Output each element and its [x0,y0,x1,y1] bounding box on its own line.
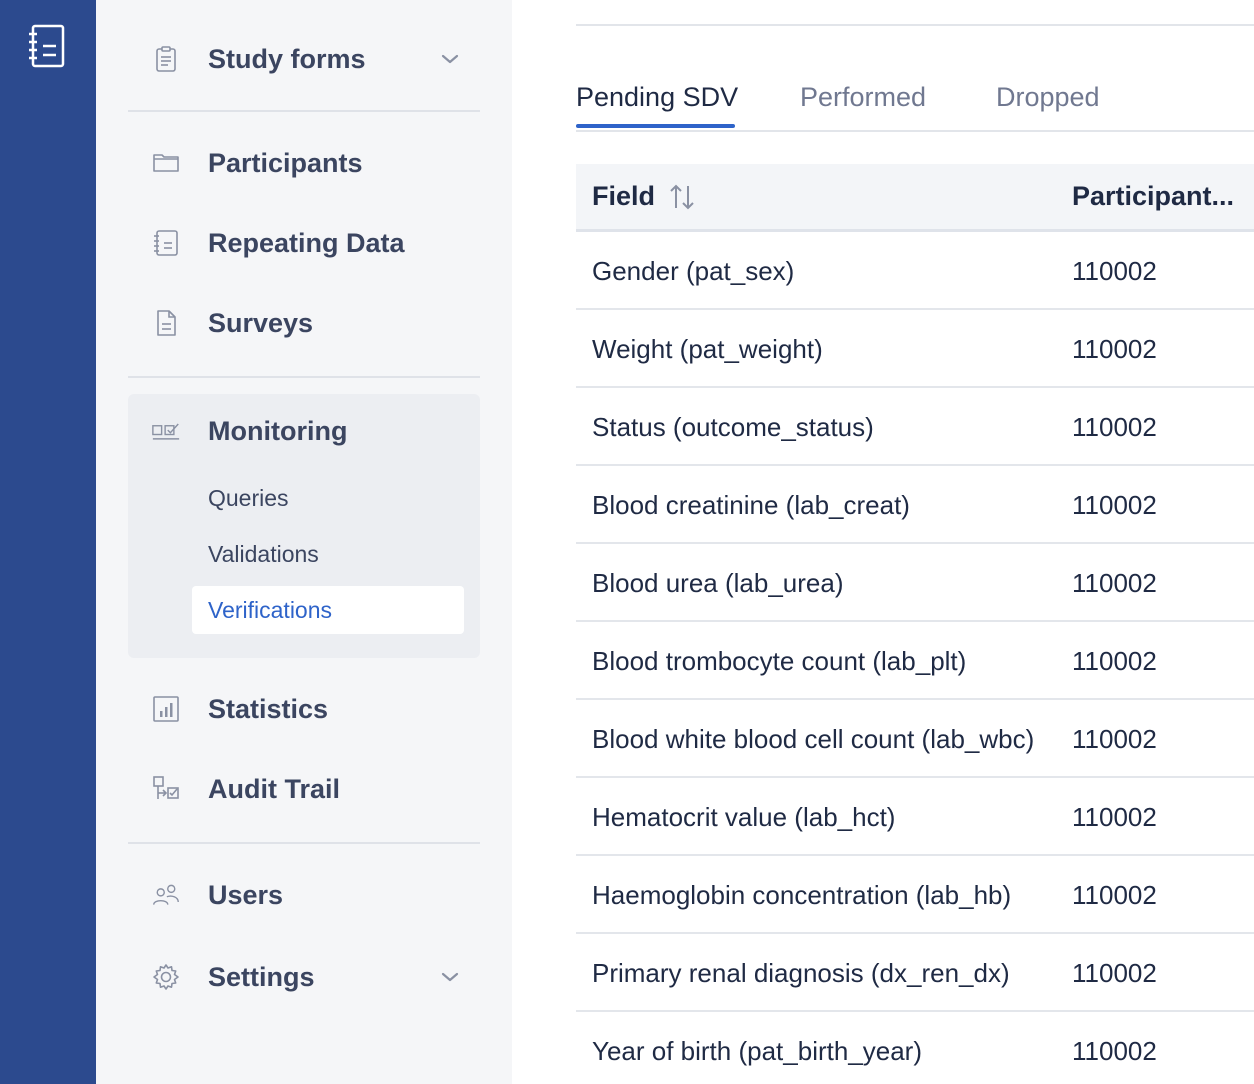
participant-cell: 110002 [1072,334,1157,364]
participant-cell: 110002 [1072,490,1157,520]
nav-repeating-data[interactable]: Repeating Data [128,215,480,271]
bar-chart-icon [152,695,180,723]
sidebar-divider [128,842,480,844]
nav-users[interactable]: Users [128,867,480,923]
participant-cell: 110002 [1072,724,1157,754]
participant-cell: 110002 [1072,646,1157,676]
field-cell: Blood trombocyte count (lab_plt) [592,646,967,676]
nav-validations[interactable]: Validations [208,540,319,567]
nav-audit-trail-label: Audit Trail [208,773,341,804]
field-cell: Blood urea (lab_urea) [592,568,844,598]
tab-dropped[interactable]: Dropped [996,82,1100,112]
monitoring-group: Monitoring Queries Validations Verificat… [128,394,480,658]
nav-surveys-label: Surveys [208,307,314,338]
gear-icon [152,963,180,991]
table-row[interactable]: Year of birth (pat_birth_year) 110002 [576,1012,1254,1084]
nav-study-forms-label: Study forms [208,43,366,74]
table-row[interactable]: Blood white blood cell count (lab_wbc) 11… [576,700,1254,778]
sidebar-divider [128,376,480,378]
clipboard-icon [152,45,180,73]
audit-trail-icon [152,775,180,803]
tab-performed[interactable]: Performed [800,82,927,112]
verifications-table: Field Participant... Gender (pat_sex) 110… [576,164,1254,1084]
column-header-field[interactable]: Field [592,181,656,211]
nav-repeating-data-label: Repeating Data [208,227,405,258]
nav-surveys[interactable]: Surveys [128,295,480,351]
chevron-down-icon[interactable] [438,965,462,989]
column-header-participant[interactable]: Participant... [1072,181,1235,211]
nav-statistics[interactable]: Statistics [128,681,480,737]
tab-pending-sdv[interactable]: Pending SDV [576,82,739,112]
participant-cell: 110002 [1072,880,1157,910]
app-rail [0,0,96,1084]
active-tab-indicator [576,124,735,128]
table-row[interactable]: Blood creatinine (lab_creat) 110002 [576,466,1254,544]
table-header: Field Participant... [576,164,1254,232]
table-row[interactable]: Hematocrit value (lab_hct) 110002 [576,778,1254,856]
field-cell: Primary renal diagnosis (dx_ren_dx) [592,958,1010,988]
participant-cell: 110002 [1072,256,1157,286]
table-row[interactable]: Blood trombocyte count (lab_plt) 110002 [576,622,1254,700]
notebook-icon [152,229,180,257]
nav-verifications[interactable]: Verifications [192,586,464,634]
table-row[interactable]: Primary renal diagnosis (dx_ren_dx) 11000… [576,934,1254,1012]
field-cell: Year of birth (pat_birth_year) [592,1036,923,1066]
field-cell: Blood creatinine (lab_creat) [592,490,910,520]
chevron-down-icon[interactable] [438,47,462,71]
nav-monitoring[interactable]: Monitoring [128,403,480,459]
field-cell: Weight (pat_weight) [592,334,823,364]
sdv-tabs: Pending SDV Performed Dropped [576,70,1254,132]
nav-audit-trail[interactable]: Audit Trail [128,761,480,817]
participant-cell: 110002 [1072,412,1157,442]
field-cell: Blood white blood cell count (lab_wbc) [592,724,1035,754]
nav-queries[interactable]: Queries [208,484,289,511]
monitoring-check-icon [152,417,180,445]
nav-settings[interactable]: Settings [128,949,480,1005]
table-body: Gender (pat_sex) 110002 Weight (pat_weight… [576,232,1254,1084]
table-row[interactable]: Weight (pat_weight) 110002 [576,310,1254,388]
nav-participants-label: Participants [208,147,363,178]
table-row[interactable]: Status (outcome_status) 110002 [576,388,1254,466]
nav-statistics-label: Statistics [208,693,329,724]
sort-icon[interactable] [668,182,696,212]
sidebar: Study forms Participants Repeating Data … [96,0,512,1084]
main-content: Pending SDV Performed Dropped Field Part… [512,0,1254,1084]
notebook-logo-icon[interactable] [28,24,66,68]
participant-cell: 110002 [1072,1036,1157,1066]
table-row[interactable]: Haemoglobin concentration (lab_hb) 110002 [576,856,1254,934]
field-cell: Haemoglobin concentration (lab_hb) [592,880,1012,910]
field-cell: Gender (pat_sex) [592,256,795,286]
nav-monitoring-label: Monitoring [208,415,348,446]
folder-icon [152,149,180,177]
nav-settings-label: Settings [208,961,315,992]
participant-cell: 110002 [1072,958,1157,988]
table-row[interactable]: Gender (pat_sex) 110002 [576,232,1254,310]
users-icon [152,881,180,909]
participant-cell: 110002 [1072,568,1157,598]
sidebar-divider [128,110,480,112]
nav-study-forms[interactable]: Study forms [128,31,480,87]
field-cell: Hematocrit value (lab_hct) [592,802,896,832]
table-row[interactable]: Blood urea (lab_urea) 110002 [576,544,1254,622]
participant-cell: 110002 [1072,802,1157,832]
field-cell: Status (outcome_status) [592,412,874,442]
document-icon [152,309,180,337]
top-divider [576,24,1254,26]
nav-participants[interactable]: Participants [128,135,480,191]
nav-users-label: Users [208,879,284,910]
